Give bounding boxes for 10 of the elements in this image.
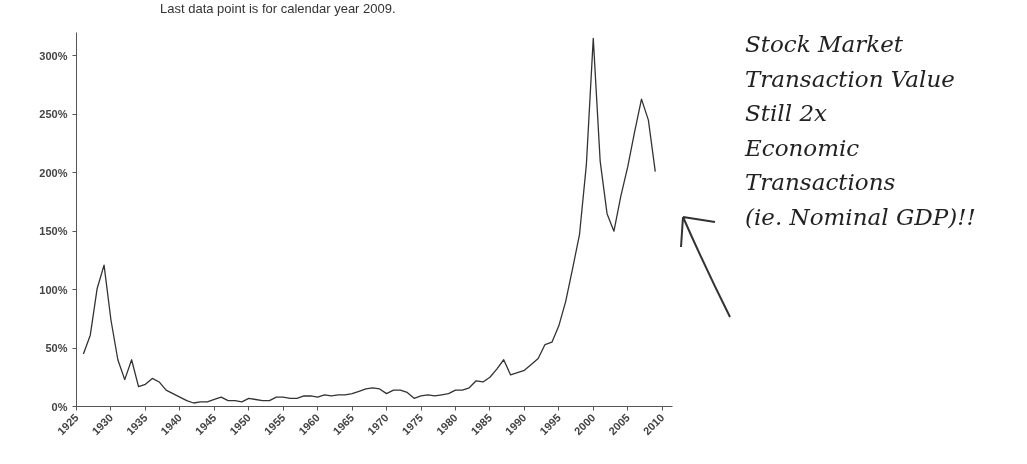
- y-tick-label: 0%: [51, 400, 68, 413]
- y-tick-label: 150%: [39, 225, 68, 238]
- text: Last data point is for calendar year 2009.: [160, 0, 396, 18]
- y-tick-label: 200%: [39, 166, 68, 179]
- y-tick-label: 250%: [39, 108, 68, 121]
- text: Stock Market Transaction Value Still 2x Economic Transactions (ie. Nominal GDP)!!: [745, 30, 976, 232]
- y-tick-label: 100%: [39, 283, 68, 296]
- line-series: [82, 37, 656, 404]
- y-tick-label: 50%: [45, 342, 68, 355]
- y-tick-label: 300%: [39, 49, 68, 62]
